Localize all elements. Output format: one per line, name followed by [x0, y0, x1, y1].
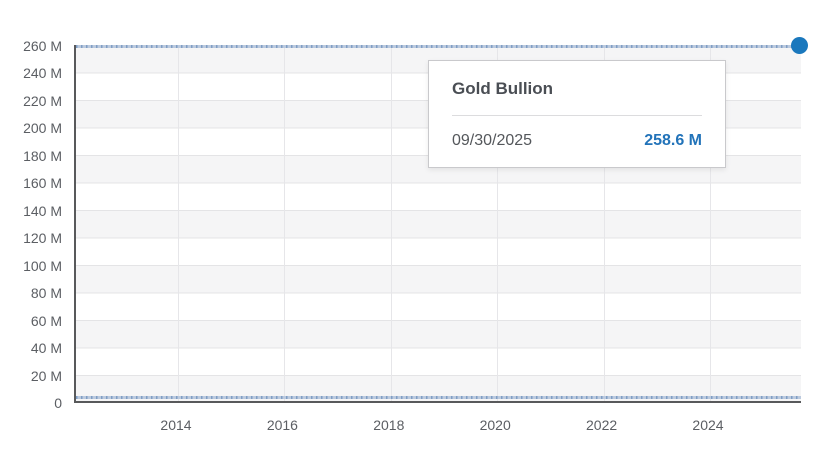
vertical-gridline — [710, 45, 711, 401]
vertical-gridline — [497, 45, 499, 401]
y-axis-tick-label: 120 M — [23, 230, 62, 246]
x-axis-tick-label: 2024 — [692, 417, 724, 433]
y-axis-tick-label: 80 M — [30, 285, 62, 301]
y-axis-tick-label: 140 M — [23, 202, 62, 219]
secondary-series-line[interactable] — [76, 396, 801, 399]
y-axis-tick-label: 180 M — [23, 147, 62, 164]
vertical-gridline — [284, 45, 286, 401]
tooltip-row: 09/30/2025 258.6 M — [452, 132, 702, 150]
x-axis-tick-label: 2018 — [373, 417, 405, 433]
y-axis-tick-label: 260 M — [23, 37, 62, 54]
y-axis-tick-label: 20 M — [30, 367, 62, 384]
y-axis-tick-label: 160 M — [23, 175, 62, 191]
x-axis-tick-label: 2020 — [479, 417, 511, 433]
gold-bullion-line[interactable] — [76, 45, 801, 48]
tooltip-title: Gold Bullion — [452, 79, 554, 98]
y-axis-tick-label: 240 M — [23, 65, 62, 81]
tooltip: Gold Bullion 09/30/2025 258.6 M — [428, 60, 726, 168]
y-axis-tick-label: 0 — [54, 395, 62, 411]
y-axis-tick-label: 60 M — [30, 312, 62, 329]
tooltip-divider — [452, 115, 702, 116]
y-axis-tick-label: 40 M — [30, 340, 62, 356]
data-point-marker[interactable] — [791, 37, 808, 54]
x-axis-tick-label: 2022 — [586, 417, 618, 433]
vertical-gridline — [178, 45, 179, 401]
x-axis-tick-label: 2014 — [160, 417, 192, 433]
vertical-gridline — [603, 45, 605, 401]
tooltip-value: 258.6 M — [644, 132, 702, 149]
y-axis-tick-label: 100 M — [23, 257, 62, 274]
y-axis-tick-label: 220 M — [23, 92, 62, 109]
vertical-gridline — [390, 45, 392, 401]
x-axis-tick-label: 2016 — [266, 417, 298, 433]
y-axis-tick-label: 200 M — [23, 120, 62, 136]
tooltip-date: 09/30/2025 — [452, 132, 533, 149]
